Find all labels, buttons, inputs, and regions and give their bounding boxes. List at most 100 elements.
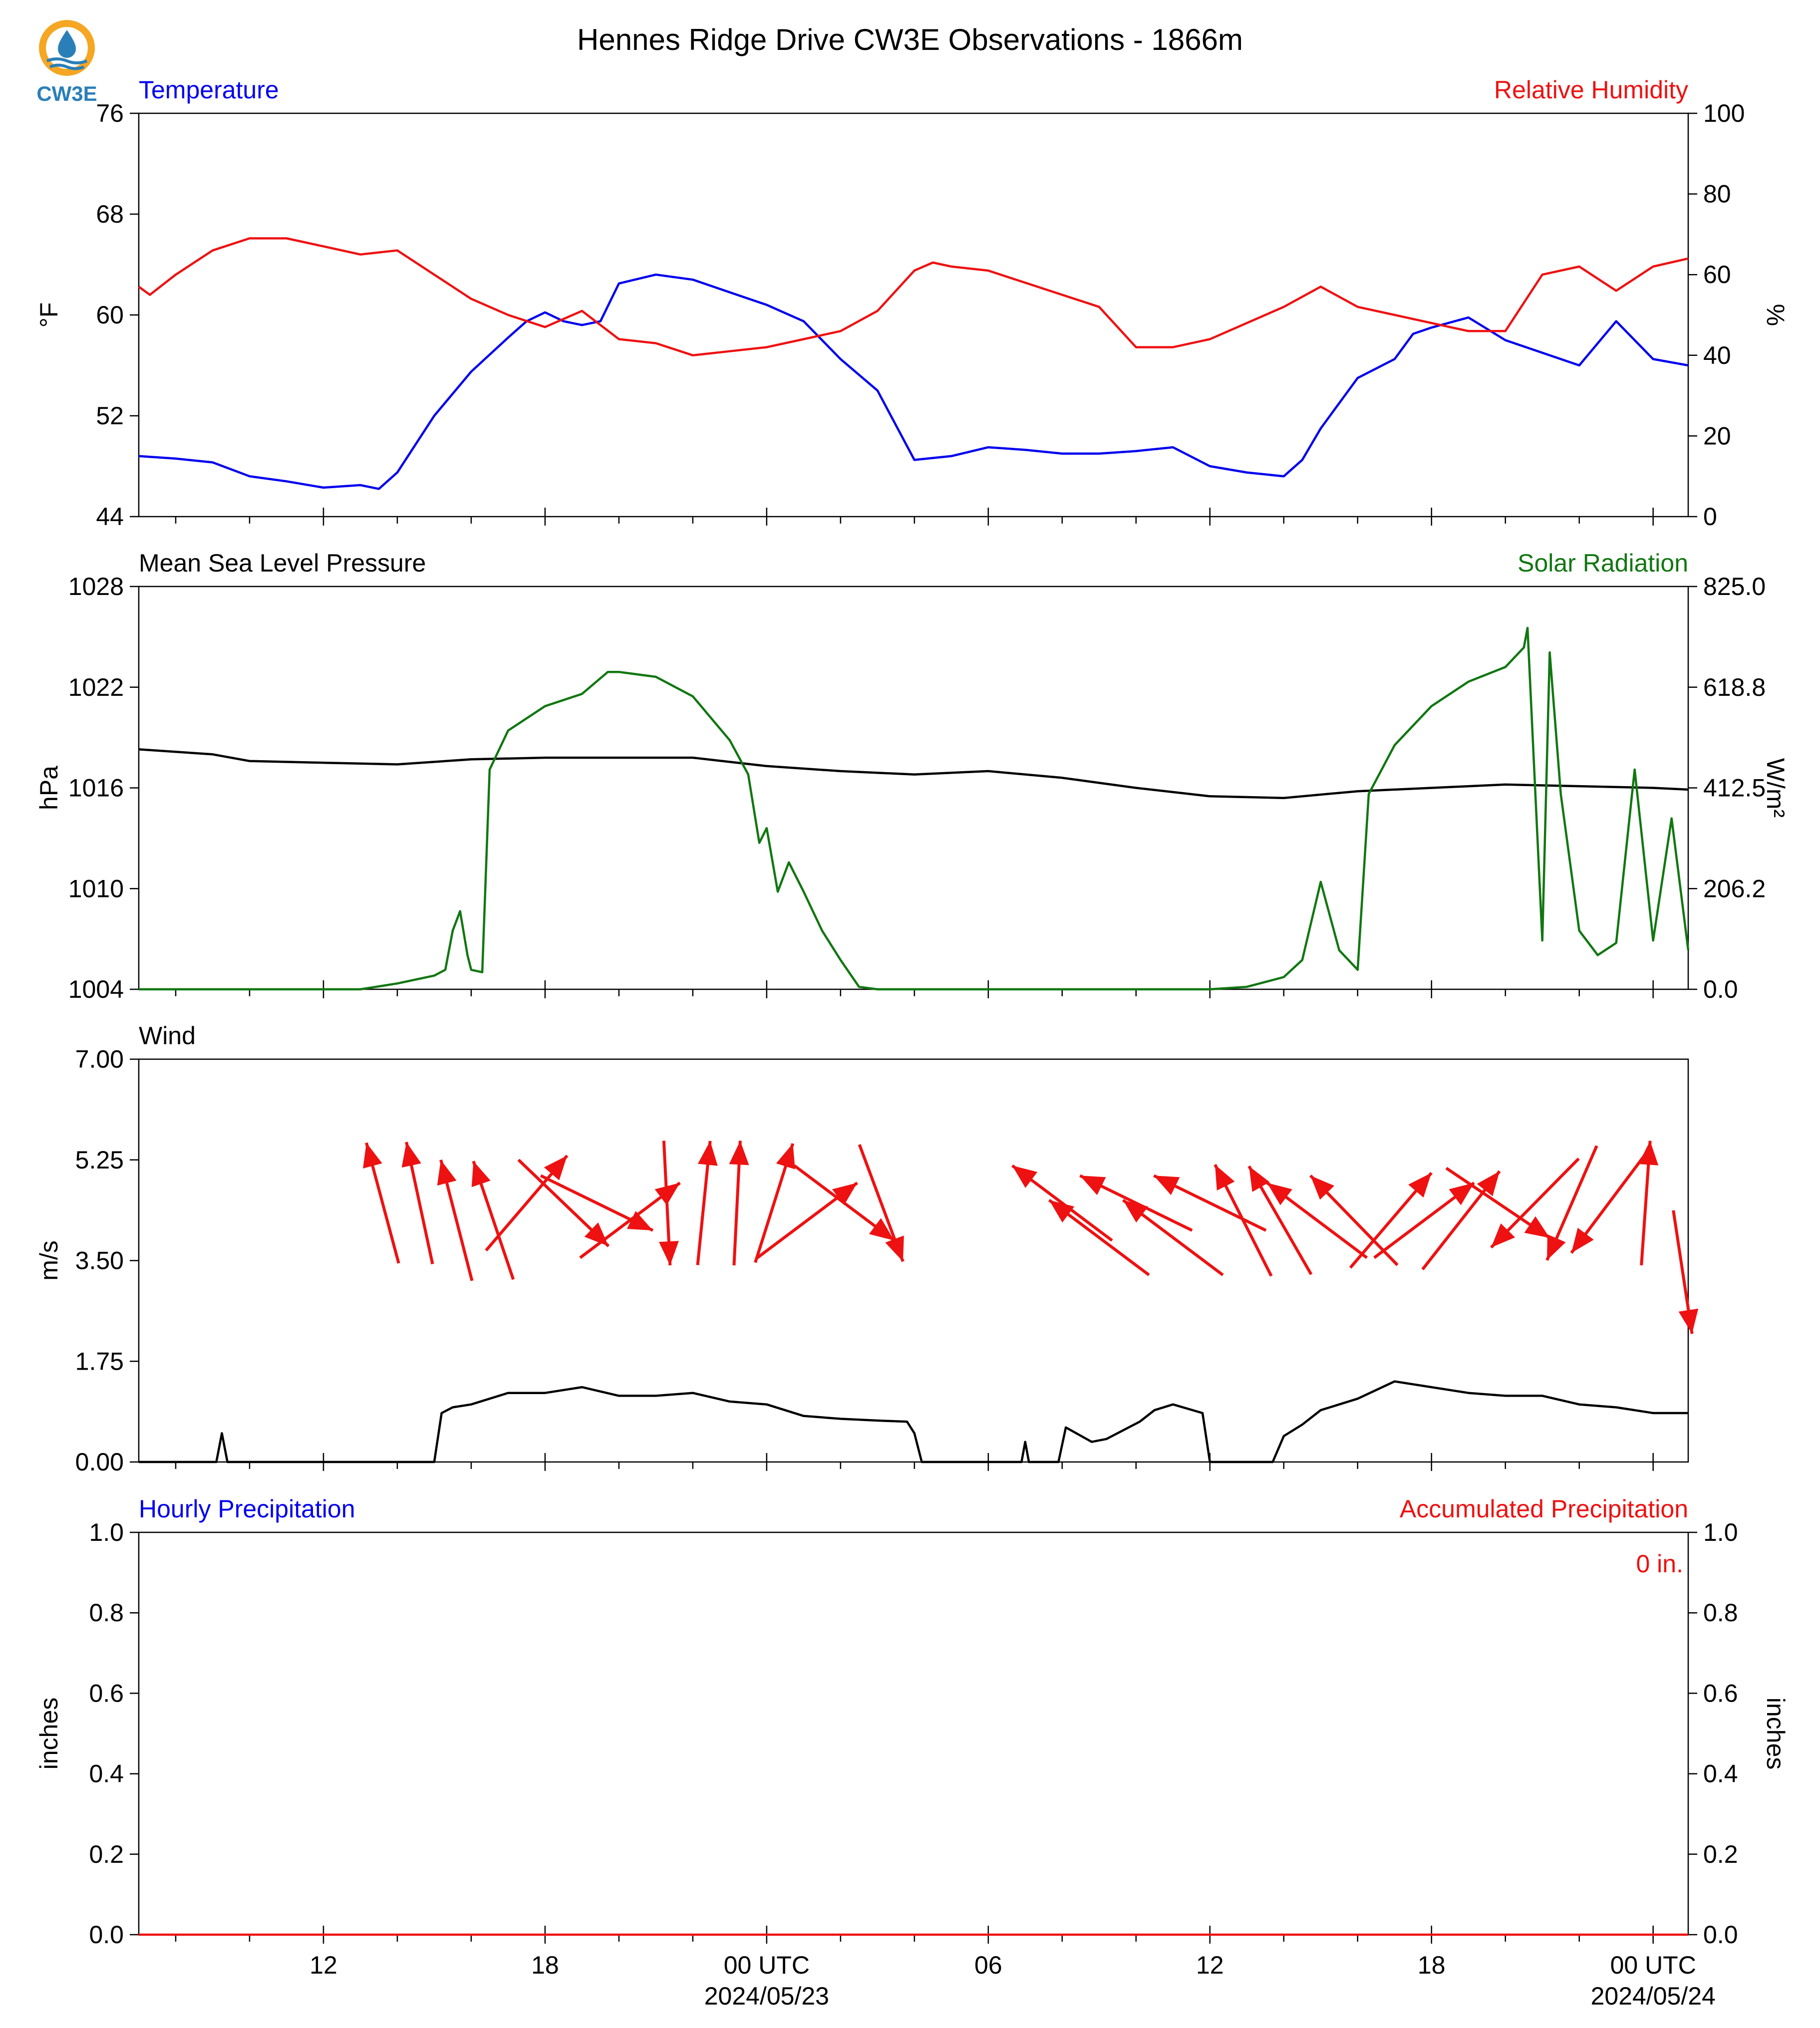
temperature-humidity-ytick-right-label: 20 <box>1703 422 1731 450</box>
temperature-humidity-ytick-right-label: 80 <box>1703 180 1731 208</box>
temperature-humidity-ytick-label: 60 <box>96 301 124 329</box>
temperature-humidity-series-temperature <box>138 273 1689 490</box>
wind-arrow-head <box>869 1218 895 1241</box>
temperature-humidity-ytick-right-label: 0 <box>1703 503 1717 531</box>
pressure-solar-ytick-label: 1016 <box>68 774 124 802</box>
pressure-solar-left-label: Mean Sea Level Pressure <box>139 549 426 577</box>
pressure-solar-ytick-right-label: 618.8 <box>1703 673 1766 701</box>
wind-series-wind <box>139 1380 1688 1463</box>
temperature-humidity-ytick-right-label: 60 <box>1703 261 1731 289</box>
wind-arrow-head <box>729 1141 749 1165</box>
date-label: 2024/05/24 <box>1591 1982 1716 2010</box>
wind-arrow-head <box>885 1235 904 1262</box>
wind-arrow-head <box>1080 1175 1106 1195</box>
xtick-label: 00 UTC <box>724 1951 810 1979</box>
wind-arrow-head <box>1012 1165 1038 1188</box>
pressure-solar-ytick-right-label: 206.2 <box>1703 874 1766 902</box>
wind-arrow-head <box>832 1182 858 1205</box>
droplet-icon <box>58 30 76 58</box>
wind-arrow-head <box>1267 1182 1292 1205</box>
precipitation-left-label: Hourly Precipitation <box>139 1495 355 1523</box>
wind-ytick-label: 7.00 <box>75 1045 124 1073</box>
precipitation-ytick-label: 0.0 <box>89 1921 124 1949</box>
wind-arrow-head <box>1310 1175 1334 1200</box>
temperature-humidity-ytick-right-label: 40 <box>1703 341 1731 369</box>
wind-arrow-head <box>1449 1182 1474 1205</box>
wind-ytick-label: 0.00 <box>75 1448 124 1476</box>
precipitation-annotation: 0 in. <box>1636 1550 1683 1578</box>
wind-arrow-head <box>1154 1175 1180 1195</box>
precipitation-right-label: Accumulated Precipitation <box>1400 1495 1688 1523</box>
xtick-label: 12 <box>309 1951 337 1979</box>
wind-arrow-head <box>1524 1216 1550 1238</box>
wind-ylabel: m/s <box>35 1240 63 1281</box>
plot-panels: 44 52 60 68 76 0 20 40 60 80 100 Temperature Relativ… <box>35 76 1790 2010</box>
xtick-label: 18 <box>531 1951 559 1979</box>
wind-arrow-head <box>659 1241 679 1266</box>
wind-arrow-head <box>697 1141 718 1166</box>
wind-arrow-head <box>1678 1308 1699 1334</box>
precipitation-ytick-right-label: 0.4 <box>1703 1760 1738 1788</box>
wind-arrow-head <box>544 1156 568 1180</box>
precipitation-ytick-right-label: 0.8 <box>1703 1599 1738 1627</box>
precipitation-ylabel: inches <box>35 1698 63 1770</box>
wind-arrow-head <box>776 1144 795 1169</box>
precipitation-ytick-label: 0.6 <box>89 1679 124 1707</box>
precipitation-ylabel-right: inches <box>1762 1698 1790 1770</box>
temperature-humidity-right-label: Relative Humidity <box>1494 76 1688 104</box>
xtick-label: 06 <box>974 1951 1002 1979</box>
temperature-humidity-ylabel-right: % <box>1762 304 1790 326</box>
temperature-humidity-series-relative-humidity <box>138 237 1689 357</box>
pressure-solar-ytick-right-label: 825.0 <box>1703 573 1766 600</box>
precipitation-ytick-label: 1.0 <box>89 1518 124 1546</box>
temperature-humidity-ytick-label: 76 <box>96 99 124 127</box>
logo-wave-1 <box>46 57 88 64</box>
cw3e-logo: CW3E <box>36 20 97 105</box>
wind-ytick-label: 1.75 <box>75 1347 124 1375</box>
logo-wave-2 <box>49 63 85 70</box>
precipitation-frame <box>138 1531 1689 1936</box>
temperature-humidity-ytick-right-label: 100 <box>1703 99 1745 127</box>
pressure-solar-series-mean-sea-level-pressure <box>138 748 1689 799</box>
wind-arrow-head <box>471 1161 491 1187</box>
wind-arrow-head <box>1249 1166 1270 1192</box>
pressure-solar-ylabel: hPa <box>35 766 63 810</box>
logo-text: CW3E <box>36 82 97 105</box>
precipitation-ytick-right-label: 0.2 <box>1703 1840 1738 1868</box>
temperature-humidity-left-label: Temperature <box>139 76 279 104</box>
xtick-label: 00 UTC <box>1610 1951 1696 1979</box>
pressure-solar-ytick-right-label: 0.0 <box>1703 975 1738 1003</box>
precipitation-ytick-label: 0.2 <box>89 1840 124 1868</box>
wind-arrow-head <box>1477 1171 1500 1196</box>
temperature-humidity-ytick-label: 44 <box>96 503 124 531</box>
xtick-label: 12 <box>1196 1951 1224 1979</box>
date-label: 2024/05/23 <box>704 1982 829 2010</box>
temperature-humidity-ytick-label: 52 <box>96 402 124 430</box>
pressure-solar-right-label: Solar Radiation <box>1517 549 1688 577</box>
wind-arrow-head <box>1049 1200 1075 1223</box>
wind-arrow-head <box>1547 1234 1566 1260</box>
figure-title: Hennes Ridge Drive CW3E Observations - 1… <box>577 23 1243 56</box>
wind-ytick-label: 5.25 <box>75 1146 124 1174</box>
wind-arrow-head <box>1638 1141 1659 1165</box>
wind-arrow-head <box>1215 1164 1235 1191</box>
wind-arrow-head <box>363 1143 382 1168</box>
precipitation-ytick-label: 0.8 <box>89 1599 124 1627</box>
wind-arrow-head <box>626 1211 653 1231</box>
wind-ytick-label: 3.50 <box>75 1247 124 1275</box>
wind-frame <box>138 1058 1689 1463</box>
xtick-label: 18 <box>1418 1951 1446 1979</box>
temperature-humidity-ylabel: °F <box>35 302 63 328</box>
wind-arrow-head <box>1571 1227 1594 1253</box>
wind-arrow-head <box>1491 1223 1516 1248</box>
temperature-humidity-ytick-label: 68 <box>96 200 124 228</box>
wind-arrow-head <box>437 1159 457 1186</box>
pressure-solar-ylabel-right: W/m² <box>1762 758 1790 818</box>
wind-left-label: Wind <box>139 1022 196 1050</box>
precipitation-ytick-right-label: 0.0 <box>1703 1921 1738 1949</box>
pressure-solar-ytick-label: 1010 <box>68 874 124 902</box>
pressure-solar-ytick-label: 1028 <box>68 573 124 600</box>
pressure-solar-ytick-label: 1022 <box>68 673 124 701</box>
wind-arrow-head <box>1408 1172 1432 1198</box>
